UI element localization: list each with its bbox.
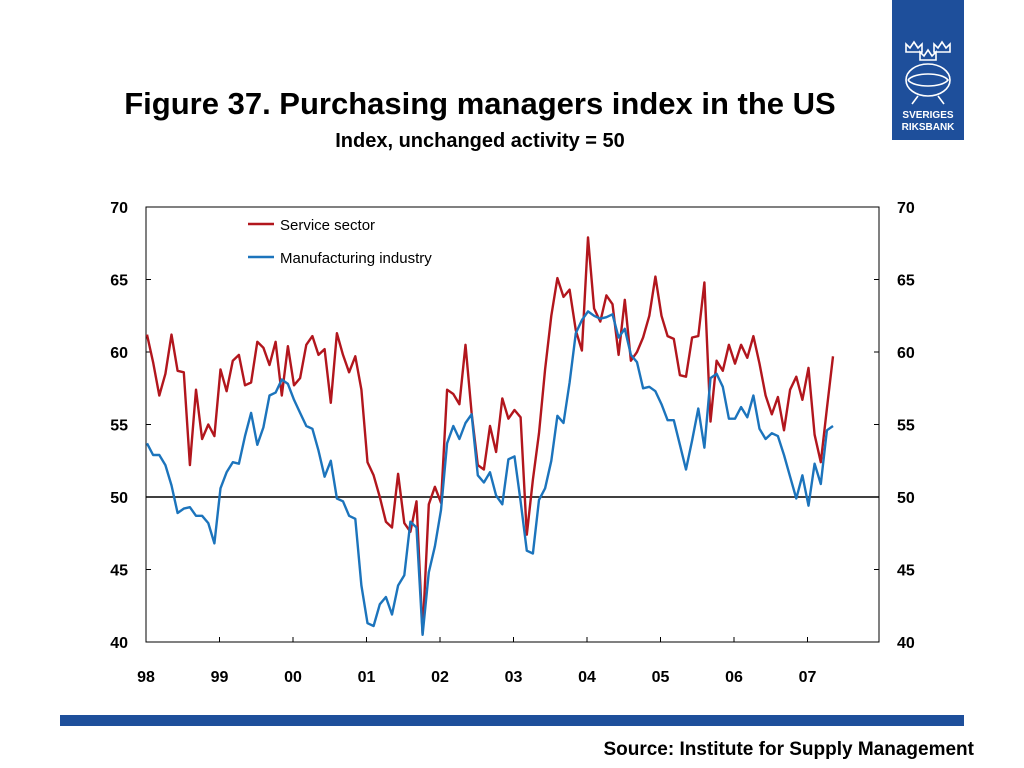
x-tick-label: 07 — [799, 669, 817, 686]
chart-subtitle: Index, unchanged activity = 50 — [335, 130, 625, 152]
source-note: Source: Institute for Supply Management — [603, 739, 974, 760]
x-tick-label: 03 — [505, 669, 523, 686]
y-tick-label-right: 60 — [897, 345, 915, 362]
y-tick-label-right: 55 — [897, 418, 915, 435]
riksbank-emblem-icon: SVERIGES RIKSBANK — [902, 40, 956, 133]
x-tick-label: 02 — [431, 669, 449, 686]
y-tick-label-right: 65 — [897, 273, 915, 290]
y-tick-label-left: 50 — [110, 490, 128, 507]
chart-title: Figure 37. Purchasing managers index in … — [124, 86, 836, 121]
legend-label: Service sector — [280, 217, 375, 234]
x-tick-label: 01 — [358, 669, 376, 686]
plot-frame — [145, 206, 880, 643]
x-tick-label: 00 — [284, 669, 302, 686]
legend-label: Manufacturing industry — [280, 250, 432, 267]
y-tick-label-left: 55 — [110, 418, 128, 435]
pmi-line-chart: 40 40 45 45 50 50 55 55 60 60 65 65 70 70 98 99 00 01 02 03… — [110, 200, 915, 686]
bottom-rule — [60, 715, 964, 726]
x-tick-label: 04 — [578, 669, 596, 686]
y-tick-label-left: 40 — [110, 635, 128, 652]
y-tick-label-left: 65 — [110, 273, 128, 290]
series-line-manufacturing-industry — [145, 310, 834, 636]
y-tick-label-left: 45 — [110, 563, 128, 580]
svg-text:SVERIGES: SVERIGES — [902, 110, 953, 121]
x-tick-label: 05 — [652, 669, 670, 686]
svg-text:RIKSBANK: RIKSBANK — [902, 122, 956, 133]
y-tick-label-left: 60 — [110, 345, 128, 362]
x-tick-label: 98 — [137, 669, 155, 686]
y-tick-label-left: 70 — [110, 200, 128, 217]
riksbank-logo: SVERIGES RIKSBANK — [892, 0, 964, 140]
x-tick-label: 06 — [725, 669, 743, 686]
x-tick-label: 99 — [211, 669, 229, 686]
series-line-service-sector — [145, 236, 835, 635]
y-tick-label-right: 45 — [897, 563, 915, 580]
y-tick-label-right: 70 — [897, 200, 915, 217]
y-tick-label-right: 40 — [897, 635, 915, 652]
y-tick-label-right: 50 — [897, 490, 915, 507]
